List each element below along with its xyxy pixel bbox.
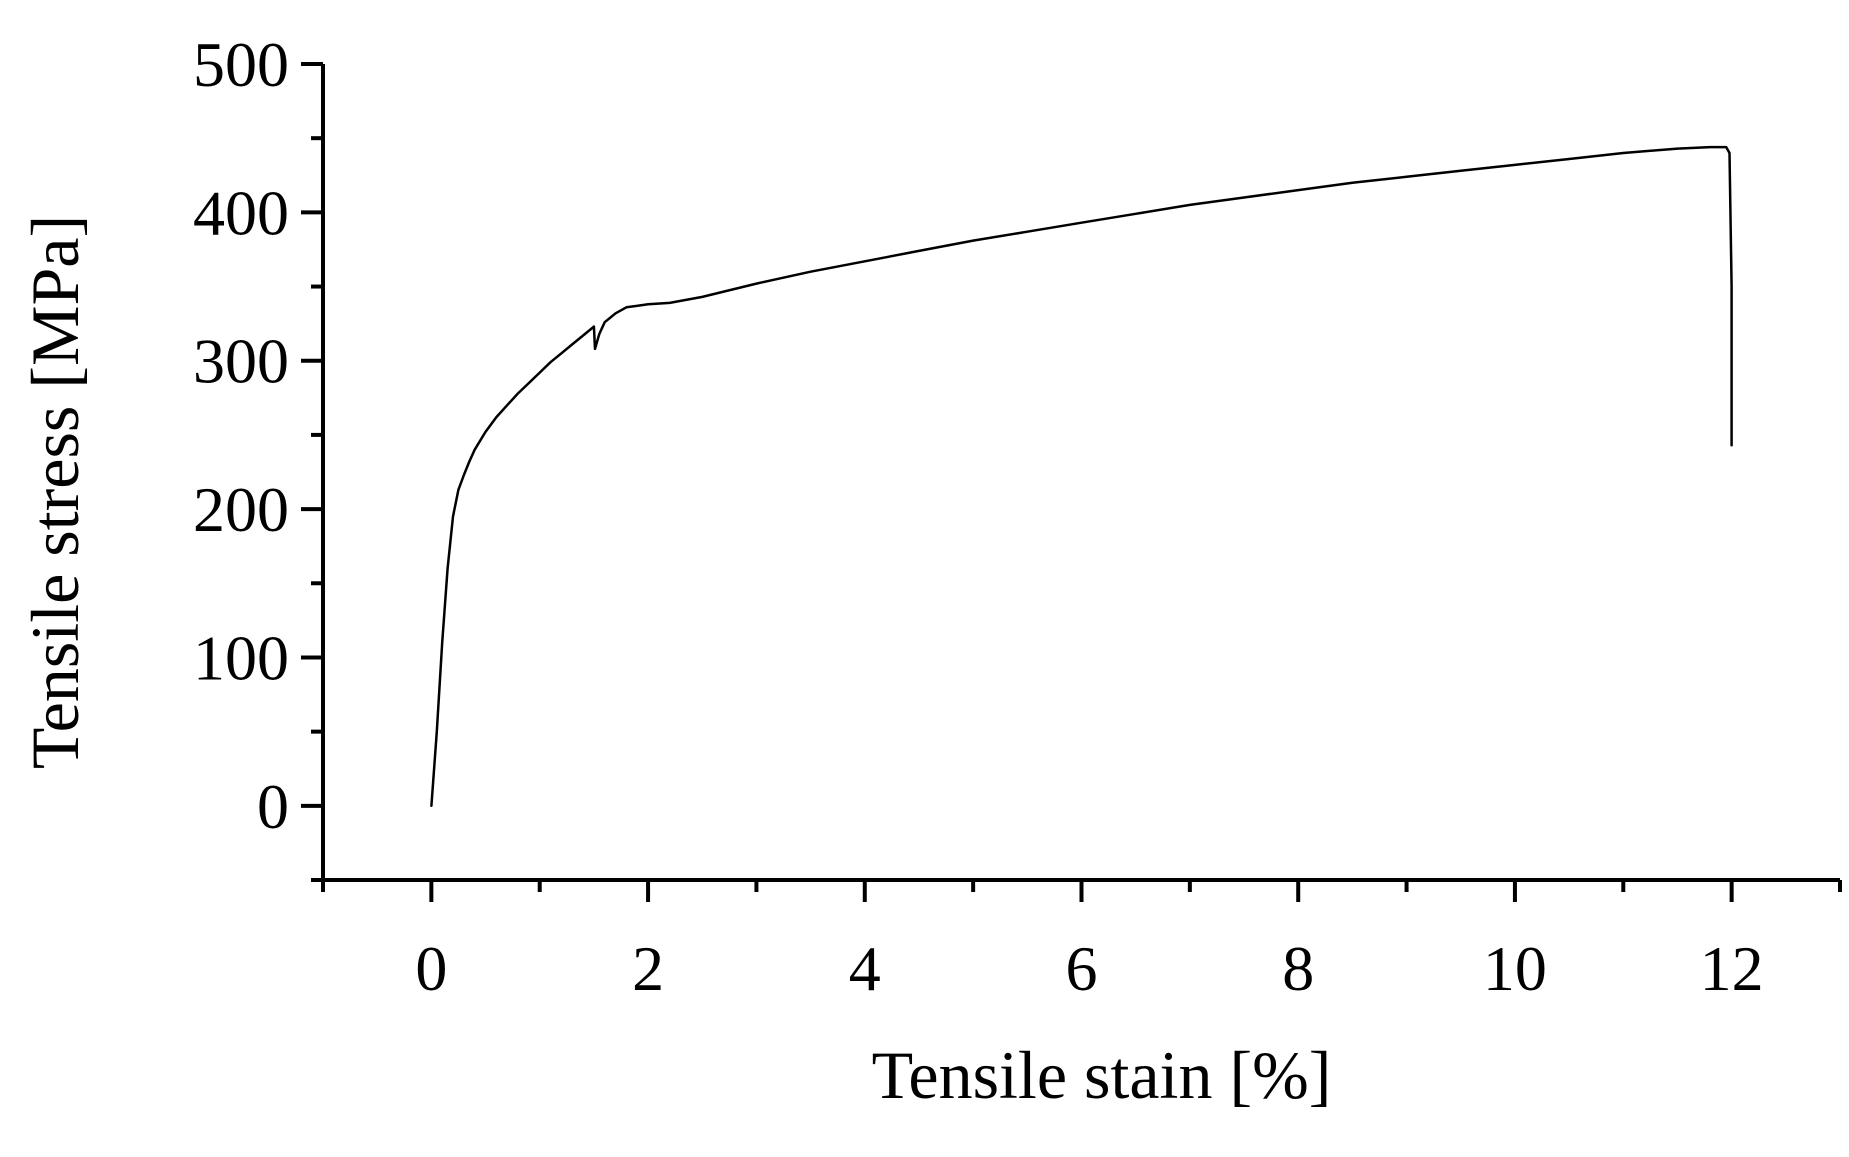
x-tick-label: 12 (1700, 933, 1764, 1004)
series (430, 145, 1733, 808)
x-tick-label: 6 (1066, 933, 1098, 1004)
stress-strain-curve (430, 145, 1733, 808)
x-tick-label: 4 (849, 933, 881, 1004)
x-tick-label: 10 (1483, 933, 1547, 1004)
y-tick-label: 0 (257, 771, 289, 842)
y-tick-label: 100 (193, 622, 289, 693)
tick-labels: 0 2 4 6 8 10 12 0 100 200 300 400 500 (193, 29, 1764, 1004)
y-tick-label: 500 (193, 29, 289, 100)
x-tick-label: 0 (415, 933, 447, 1004)
axes (321, 64, 1840, 882)
x-axis-title: Tensile stain [%] (872, 1037, 1332, 1113)
y-axis-title: Tensile stress [MPa] (17, 215, 93, 769)
x-tick-label: 8 (1282, 933, 1314, 1004)
y-tick-label: 400 (193, 177, 289, 248)
y-tick-label: 200 (193, 474, 289, 545)
y-tick-label: 300 (193, 326, 289, 397)
ticks (301, 62, 1842, 902)
x-tick-label: 2 (632, 933, 664, 1004)
